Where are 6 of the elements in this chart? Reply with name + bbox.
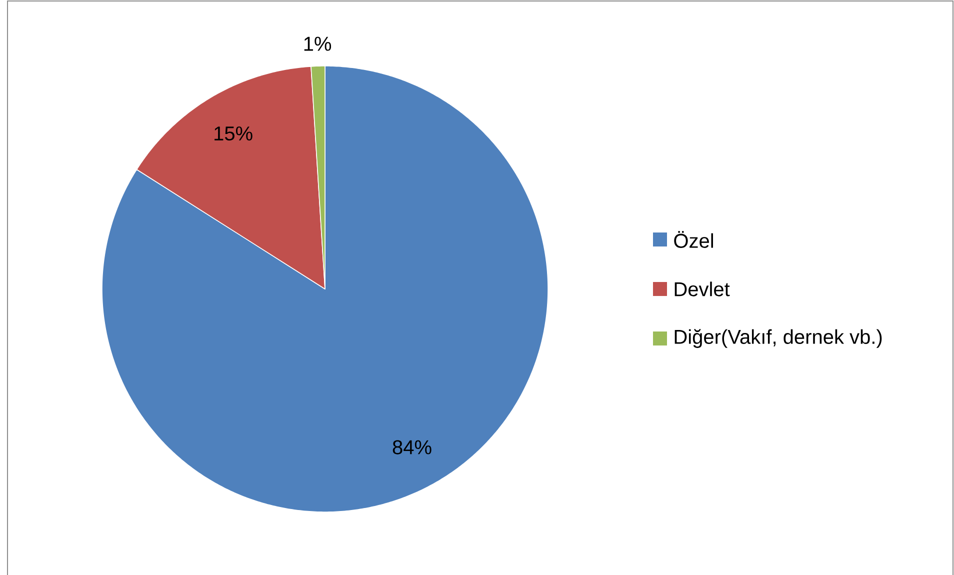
- legend-label: Diğer(Vakıf, dernek vb.): [674, 329, 882, 348]
- legend-label: Özel: [674, 231, 713, 248]
- data-label: 15%: [214, 126, 252, 141]
- legend-label: Devlet: [674, 282, 730, 296]
- data-label: 1%: [304, 36, 332, 51]
- data-label: 84%: [392, 440, 432, 454]
